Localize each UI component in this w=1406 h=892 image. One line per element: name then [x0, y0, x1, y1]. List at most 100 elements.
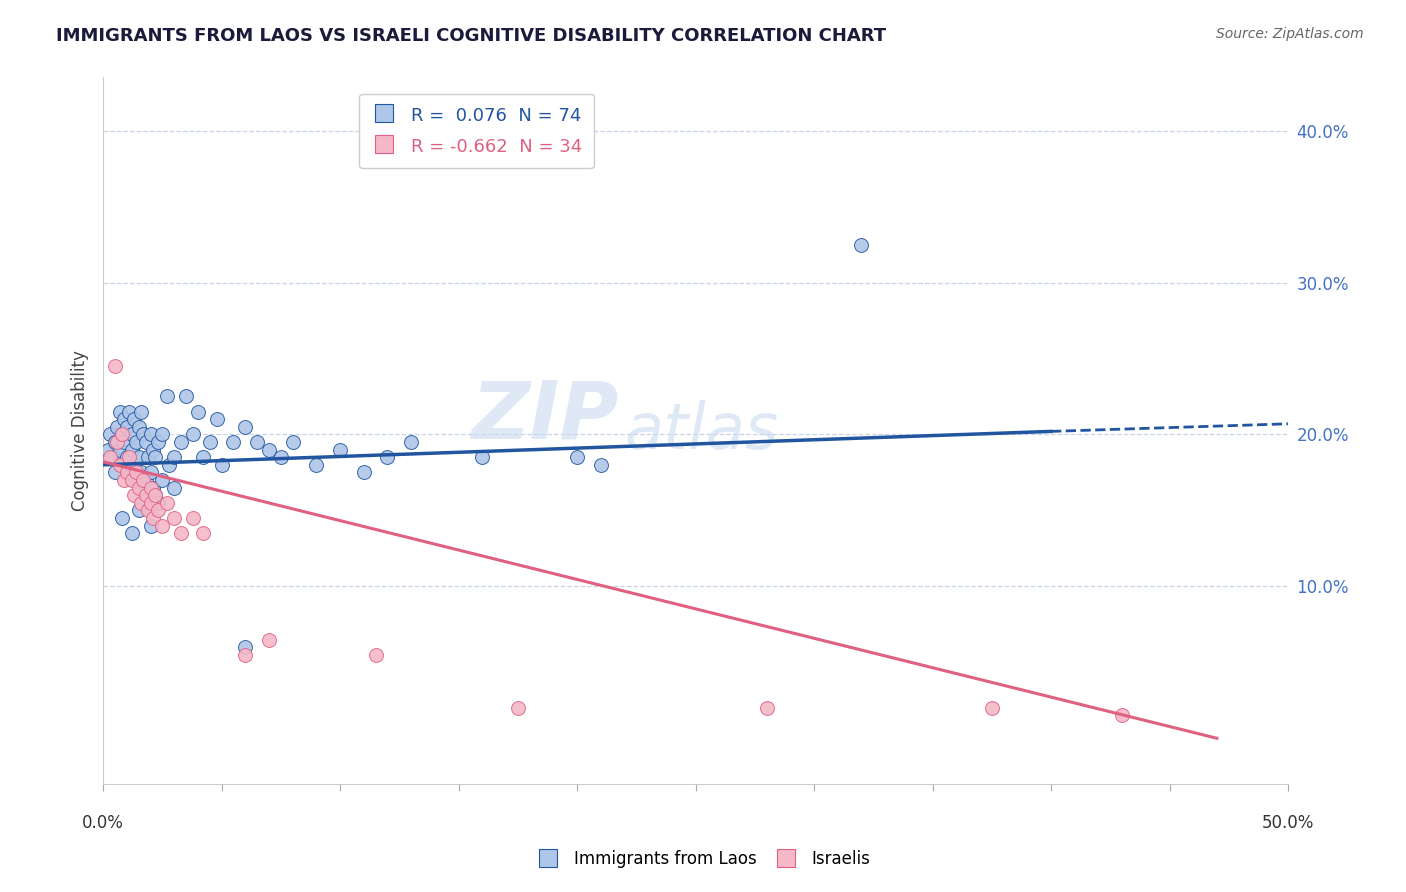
Point — [329, 442, 352, 457]
Point — [139, 466, 162, 480]
Point — [170, 435, 193, 450]
Point — [471, 450, 494, 465]
Point — [115, 466, 138, 480]
Point — [143, 488, 166, 502]
Point — [191, 450, 214, 465]
Text: atlas: atlas — [624, 400, 779, 462]
Point — [129, 466, 152, 480]
Point — [111, 427, 134, 442]
Point — [198, 435, 221, 450]
Point — [142, 442, 165, 457]
Point — [115, 420, 138, 434]
Text: 0.0%: 0.0% — [82, 814, 124, 832]
Point — [150, 427, 173, 442]
Point — [139, 481, 162, 495]
Point — [174, 389, 197, 403]
Point — [146, 435, 169, 450]
Point — [105, 435, 128, 450]
Point — [118, 466, 141, 480]
Point — [136, 450, 159, 465]
Point — [118, 404, 141, 418]
Point — [122, 488, 145, 502]
Point — [146, 503, 169, 517]
Text: Source: ZipAtlas.com: Source: ZipAtlas.com — [1216, 27, 1364, 41]
Point — [114, 473, 136, 487]
Point — [108, 442, 131, 457]
Point — [589, 458, 612, 472]
Point — [122, 412, 145, 426]
Text: 50.0%: 50.0% — [1261, 814, 1315, 832]
Text: ZIP: ZIP — [471, 377, 619, 456]
Point — [156, 389, 179, 403]
Point — [128, 450, 150, 465]
Point — [135, 488, 157, 502]
Point — [132, 473, 155, 487]
Point — [163, 450, 186, 465]
Point — [129, 496, 152, 510]
Point — [150, 473, 173, 487]
Point — [146, 496, 169, 510]
Point — [159, 458, 181, 472]
Point — [108, 404, 131, 418]
Point — [270, 450, 292, 465]
Point — [233, 640, 256, 654]
Point — [257, 632, 280, 647]
Point — [170, 526, 193, 541]
Point — [156, 496, 179, 510]
Point — [104, 466, 127, 480]
Point — [163, 481, 186, 495]
Point — [118, 450, 141, 465]
Point — [132, 481, 155, 495]
Legend: R =  0.076  N = 74, R = -0.662  N = 34: R = 0.076 N = 74, R = -0.662 N = 34 — [359, 94, 593, 169]
Point — [211, 458, 233, 472]
Point — [755, 701, 778, 715]
Point — [1111, 708, 1133, 723]
Point — [132, 427, 155, 442]
Point — [187, 404, 209, 418]
Point — [121, 473, 143, 487]
Point — [129, 404, 152, 418]
Text: IMMIGRANTS FROM LAOS VS ISRAELI COGNITIVE DISABILITY CORRELATION CHART: IMMIGRANTS FROM LAOS VS ISRAELI COGNITIV… — [56, 27, 886, 45]
Point — [399, 435, 422, 450]
Legend: Immigrants from Laos, Israelis: Immigrants from Laos, Israelis — [529, 844, 877, 875]
Point — [233, 420, 256, 434]
Point — [135, 473, 157, 487]
Point — [565, 450, 588, 465]
Point — [136, 488, 159, 502]
Point — [139, 427, 162, 442]
Point — [142, 511, 165, 525]
Point — [108, 458, 131, 472]
Point — [143, 450, 166, 465]
Point — [364, 648, 387, 662]
Point — [139, 496, 162, 510]
Point — [125, 473, 148, 487]
Point — [125, 435, 148, 450]
Point — [135, 435, 157, 450]
Point — [104, 359, 127, 373]
Point — [150, 518, 173, 533]
Point — [246, 435, 269, 450]
Point — [104, 435, 127, 450]
Point — [506, 701, 529, 715]
Y-axis label: Cognitive Disability: Cognitive Disability — [72, 351, 89, 511]
Point — [139, 518, 162, 533]
Point — [191, 526, 214, 541]
Point — [128, 420, 150, 434]
Point — [105, 420, 128, 434]
Point — [128, 481, 150, 495]
Point — [181, 427, 204, 442]
Point — [111, 458, 134, 472]
Point — [143, 488, 166, 502]
Point — [122, 458, 145, 472]
Point — [125, 466, 148, 480]
Point — [205, 412, 228, 426]
Point — [281, 435, 304, 450]
Point — [128, 503, 150, 517]
Point — [257, 442, 280, 457]
Point — [115, 450, 138, 465]
Point — [121, 526, 143, 541]
Point — [851, 237, 873, 252]
Point — [98, 427, 121, 442]
Point — [136, 503, 159, 517]
Point — [305, 458, 328, 472]
